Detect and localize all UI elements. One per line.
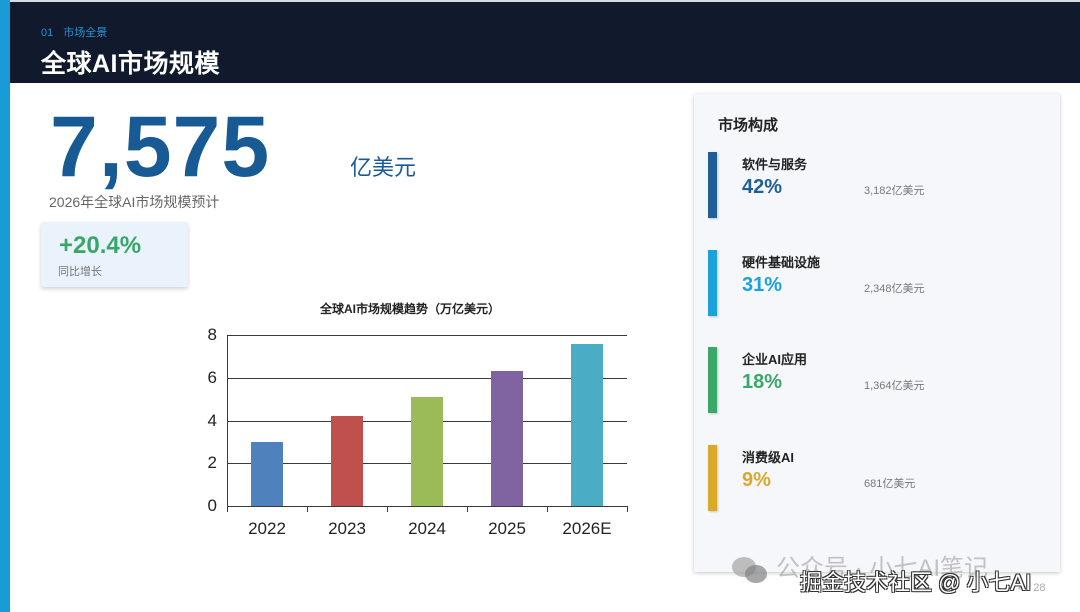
segment-name: 硬件基础设施 bbox=[742, 255, 821, 270]
x-tick-label: 2022 bbox=[248, 519, 286, 538]
bar-2022 bbox=[251, 441, 283, 506]
wechat-icon bbox=[732, 556, 767, 583]
segment-hardware-infrastructure: 硬件基础设施 31% 2,348亿美元 bbox=[708, 250, 1048, 316]
growth-label: 同比增长 bbox=[58, 266, 102, 278]
segment-percent: 42% bbox=[742, 176, 783, 198]
market-trend-chart: 全球AI市场规模趋势（万亿美元） 0 2 4 6 8 2022 2023 2024 2025 20… bbox=[180, 290, 640, 560]
segment-name: 消费级AI bbox=[742, 450, 795, 465]
growth-card: +20.4% 同比增长 bbox=[41, 222, 188, 287]
juejin-watermark: 掘金技术社区 @ 小七AI bbox=[800, 570, 1032, 595]
y-axis bbox=[227, 335, 228, 506]
wechat-watermark: 公众号 · 小七AI笔记 bbox=[732, 548, 988, 583]
page-indicator: 4 / 28 bbox=[1018, 582, 1046, 594]
segment-percent: 18% bbox=[742, 371, 783, 393]
segment-color-bar bbox=[708, 445, 717, 511]
bar-2026e bbox=[571, 344, 603, 506]
composition-panel: 市场构成 软件与服务 42% 3,182亿美元 硬件基础设施 31% 2,348… bbox=[694, 94, 1060, 572]
page-title: 全球AI市场规模 bbox=[41, 50, 221, 78]
section-number: 01 bbox=[41, 27, 54, 39]
segment-color-bar bbox=[708, 152, 717, 218]
x-tick-mark bbox=[307, 506, 308, 512]
gridline bbox=[227, 377, 627, 379]
chart-plot-area: 0 2 4 6 8 2022 2023 2024 2025 2026E bbox=[208, 325, 628, 538]
segment-consumer-ai: 消费级AI 9% 681亿美元 bbox=[708, 445, 1048, 511]
x-tick-mark bbox=[227, 506, 228, 512]
segment-enterprise-ai: 企业AI应用 18% 1,364亿美元 bbox=[708, 347, 1048, 413]
market-size-caption: 2026年全球AI市场规模预计 bbox=[49, 194, 220, 210]
segment-amount: 2,348亿美元 bbox=[864, 283, 925, 295]
segment-name: 企业AI应用 bbox=[742, 352, 808, 367]
accent-stripe bbox=[0, 0, 10, 612]
section-label: 01 市场全景 bbox=[41, 24, 107, 40]
segment-percent: 31% bbox=[742, 274, 783, 296]
wechat-watermark-text: 公众号 · 小七AI笔记 bbox=[776, 555, 989, 582]
y-tick-label: 0 bbox=[207, 496, 217, 515]
slide-header: 01 市场全景 全球AI市场规模 bbox=[10, 0, 1080, 83]
x-tick-mark bbox=[547, 506, 548, 512]
segment-amount: 3,182亿美元 bbox=[864, 185, 925, 197]
x-tick-label: 2024 bbox=[408, 519, 446, 538]
x-tick-label: 2026E bbox=[562, 519, 612, 538]
chart-title: 全球AI市场规模趋势（万亿美元） bbox=[319, 302, 500, 316]
y-tick-label: 8 bbox=[207, 325, 217, 344]
segment-color-bar bbox=[708, 250, 717, 316]
segment-amount: 681亿美元 bbox=[864, 478, 916, 490]
y-tick-label: 6 bbox=[207, 367, 217, 387]
x-tick-mark bbox=[627, 506, 628, 512]
bar-2024 bbox=[411, 397, 443, 506]
bar-2023 bbox=[331, 416, 363, 506]
market-size-value: 7,575 bbox=[50, 99, 271, 195]
x-tick-mark bbox=[467, 506, 468, 512]
x-tick-label: 2023 bbox=[328, 519, 366, 538]
segment-name: 软件与服务 bbox=[742, 157, 808, 172]
y-tick-label: 4 bbox=[207, 410, 217, 430]
market-size-unit: 亿美元 bbox=[350, 155, 417, 180]
segment-software-services: 软件与服务 42% 3,182亿美元 bbox=[708, 152, 1048, 218]
segment-color-bar bbox=[708, 347, 717, 413]
bar-2025 bbox=[491, 371, 523, 506]
segment-percent: 9% bbox=[742, 469, 771, 491]
gridline bbox=[227, 506, 627, 507]
composition-title: 市场构成 bbox=[718, 117, 779, 134]
segment-amount: 1,364亿美元 bbox=[864, 380, 925, 392]
x-tick-mark bbox=[387, 506, 388, 512]
gridline bbox=[227, 335, 627, 336]
section-name: 市场全景 bbox=[63, 27, 108, 39]
growth-value: +20.4% bbox=[59, 232, 142, 259]
y-tick-label: 2 bbox=[207, 453, 217, 473]
x-tick-label: 2025 bbox=[488, 519, 526, 538]
